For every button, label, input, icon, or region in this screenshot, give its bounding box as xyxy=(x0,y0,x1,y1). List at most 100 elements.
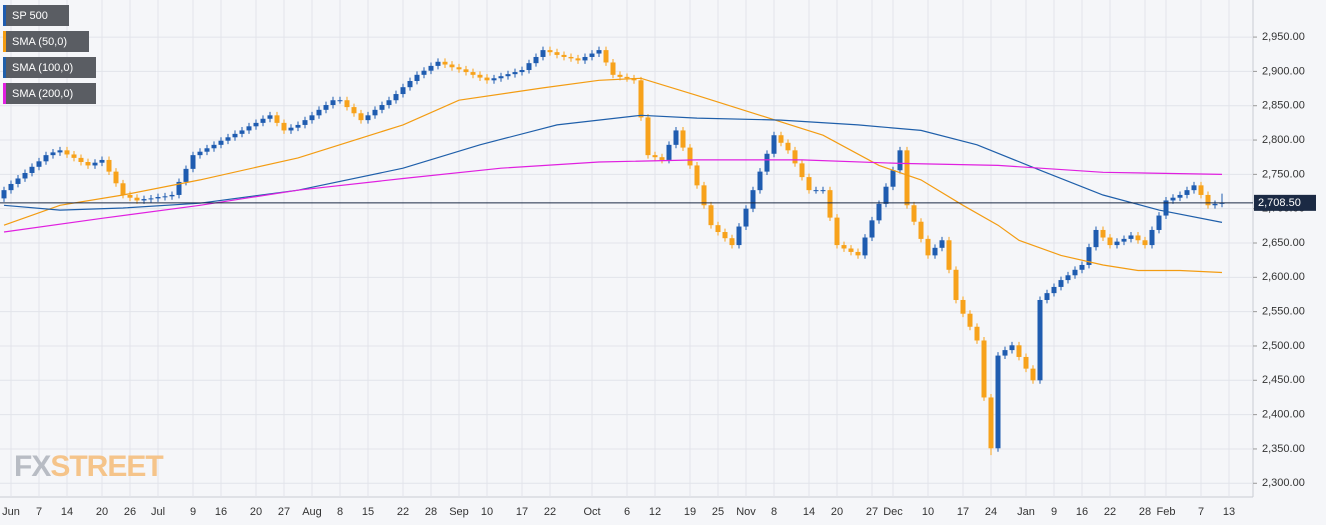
candle-body xyxy=(1170,197,1176,201)
x-tick-label: 9 xyxy=(190,506,196,518)
candle-body xyxy=(386,100,392,106)
candle-body xyxy=(29,166,35,173)
candle-body xyxy=(582,56,588,61)
candle-body xyxy=(1093,229,1099,248)
candle-body xyxy=(106,159,112,172)
candle-body xyxy=(1114,241,1120,246)
watermark: FXSTREET xyxy=(14,450,163,483)
candle-body xyxy=(232,133,238,138)
x-tick-label: 22 xyxy=(397,506,409,518)
y-tick-label: 2,800.00 xyxy=(1262,134,1305,146)
candle-body xyxy=(267,115,273,119)
x-tick-label: 19 xyxy=(684,506,696,518)
candle-body xyxy=(323,105,329,110)
candle-body xyxy=(645,117,651,156)
x-tick-label: 15 xyxy=(362,506,374,518)
legend-box xyxy=(3,5,69,26)
x-tick-label: 10 xyxy=(481,506,493,518)
candle-body xyxy=(575,58,581,61)
candle-body xyxy=(218,140,224,145)
candle-body xyxy=(722,232,728,239)
candle-body xyxy=(148,198,154,200)
candle-body xyxy=(1002,350,1008,356)
y-tick-label: 2,400.00 xyxy=(1262,409,1305,421)
candle-body xyxy=(988,397,994,449)
candle-body xyxy=(463,69,469,73)
candle-body xyxy=(1205,194,1211,206)
candle-body xyxy=(834,217,840,246)
x-tick-label: 20 xyxy=(96,506,108,518)
candle-body xyxy=(792,150,798,164)
candle-body xyxy=(393,94,399,101)
candle-body xyxy=(610,62,616,75)
sma-line xyxy=(3,159,1223,233)
last-price-label: 2,708.50 xyxy=(1258,197,1301,209)
candle-body xyxy=(974,326,980,341)
x-tick-label: Jul xyxy=(151,506,165,518)
x-tick-label: 16 xyxy=(1076,506,1088,518)
candle-body xyxy=(659,157,665,160)
candle-body xyxy=(785,142,791,151)
candle-body xyxy=(288,127,294,131)
candle-body xyxy=(183,168,189,182)
candle-body xyxy=(1142,240,1148,246)
candle-body xyxy=(1107,237,1113,246)
candle-body xyxy=(519,70,525,73)
candle-body xyxy=(708,205,714,226)
candle-body xyxy=(715,225,721,233)
candle-body xyxy=(841,245,847,249)
x-tick-label: Aug xyxy=(302,506,322,518)
candle-body xyxy=(771,135,777,154)
candle-body xyxy=(890,170,896,187)
sma-line xyxy=(3,77,1223,274)
candle-body xyxy=(1163,200,1169,216)
candle-body xyxy=(1030,368,1036,381)
candle-body xyxy=(806,177,812,191)
x-tick-label: 26 xyxy=(124,506,136,518)
candle-body xyxy=(470,72,476,75)
candle-body xyxy=(407,81,413,88)
x-tick-label: 28 xyxy=(1139,506,1151,518)
candle-body xyxy=(15,178,21,184)
x-tick-label: 17 xyxy=(516,506,528,518)
candle-body xyxy=(617,74,623,77)
y-tick-label: 2,350.00 xyxy=(1262,443,1305,455)
candle-body xyxy=(1156,215,1162,230)
candle-body xyxy=(1079,264,1085,270)
x-tick-label: Feb xyxy=(1157,506,1176,518)
candle-body xyxy=(302,120,308,125)
candle-body xyxy=(456,67,462,70)
candle-body xyxy=(631,78,637,81)
x-tick-label: 6 xyxy=(624,506,630,518)
candle-body xyxy=(50,152,56,156)
candle-body xyxy=(71,154,77,158)
candle-body xyxy=(330,100,336,106)
legend-swatch xyxy=(3,83,6,104)
candle-body xyxy=(673,130,679,145)
x-tick-label: Sep xyxy=(449,506,469,518)
candle-body xyxy=(162,196,168,198)
candle-body xyxy=(1191,185,1197,191)
candle-body xyxy=(932,247,938,256)
x-tick-label: 8 xyxy=(771,506,777,518)
candle-body xyxy=(736,226,742,246)
candle-body xyxy=(743,208,749,227)
candle-body xyxy=(141,199,147,201)
candle-body xyxy=(43,155,49,162)
candle-body xyxy=(540,50,546,57)
candle-body xyxy=(435,61,441,66)
candle-body xyxy=(1023,356,1029,369)
candle-body xyxy=(652,155,658,158)
candle-body xyxy=(414,74,420,82)
x-tick-label: 22 xyxy=(544,506,556,518)
candle-body xyxy=(1121,238,1127,242)
x-tick-label: Jan xyxy=(1017,506,1035,518)
candle-body xyxy=(169,194,175,197)
y-tick-label: 2,650.00 xyxy=(1262,237,1305,249)
grid xyxy=(0,0,1253,497)
candle-body xyxy=(512,72,518,75)
candle-body xyxy=(498,76,504,79)
candle-body xyxy=(57,150,63,153)
